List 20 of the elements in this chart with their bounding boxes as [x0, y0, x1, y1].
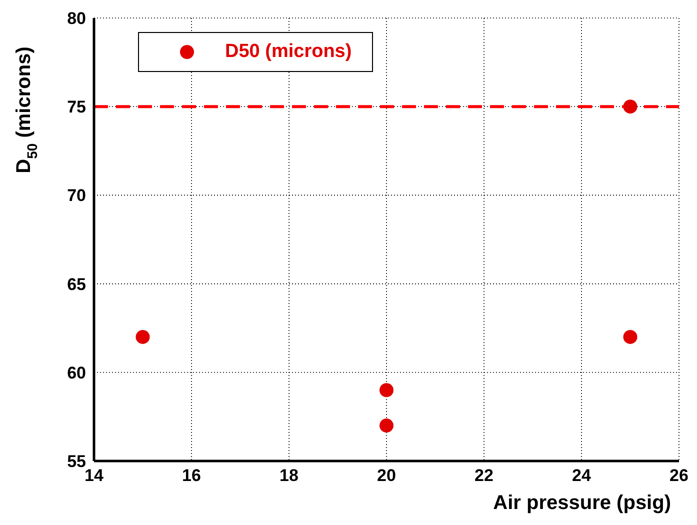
y-tick-label: 65	[67, 274, 86, 294]
y-tick-label: 75	[67, 98, 86, 117]
x-tick-label: 20	[377, 466, 396, 486]
point	[380, 418, 394, 433]
point	[380, 383, 394, 398]
y-tick-label: 60	[67, 363, 86, 382]
point	[136, 330, 150, 344]
x-tick-label: 22	[474, 466, 494, 486]
y-tick-label: 55	[67, 452, 86, 472]
x-tick-label: 24	[572, 466, 592, 486]
point	[623, 100, 638, 114]
legend-label: D50 (microns)	[225, 41, 352, 63]
x-tick-label: 26	[670, 466, 688, 486]
y-tick-label: 80	[67, 9, 86, 28]
point	[623, 330, 638, 344]
y-tick-label: 70	[67, 186, 86, 206]
x-tick-label: 16	[182, 466, 201, 486]
x-axis-title: Air pressure (psig)	[493, 492, 671, 514]
x-tick-label: 18	[280, 466, 298, 486]
x-tick-label: 14	[84, 466, 104, 486]
